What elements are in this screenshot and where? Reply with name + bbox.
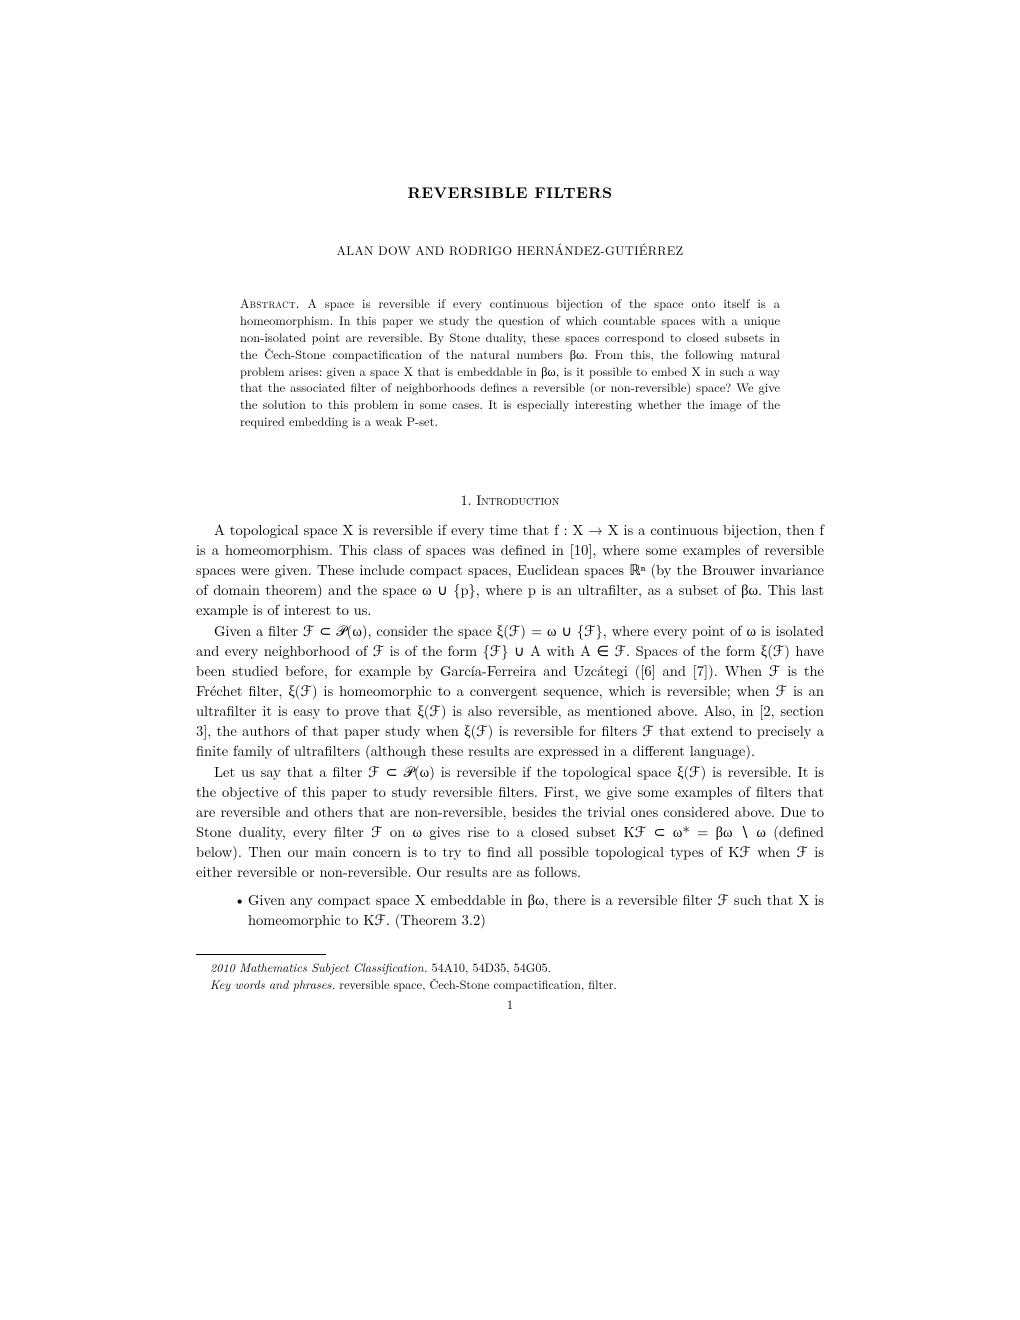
footnote-keywords: Key words and phrases. reversible space,… xyxy=(196,976,824,992)
bullet-list: • Given any compact space X embeddable i… xyxy=(234,890,824,930)
page-container: REVERSIBLE FILTERS ALAN DOW AND RODRIGO … xyxy=(0,0,1020,1320)
paragraph-2: Given a filter ℱ ⊂ 𝒫(ω), consider the sp… xyxy=(196,621,824,761)
footnote-msc: 2010 Mathematics Subject Classification.… xyxy=(196,959,824,975)
section-heading: 1. Introduction xyxy=(196,490,824,510)
section-title: Introduction xyxy=(476,490,559,510)
page-number: 1 xyxy=(196,995,824,1013)
footnote-kw-text: reversible space, Čech-Stone compactific… xyxy=(335,975,617,993)
footnotes: 2010 Mathematics Subject Classification.… xyxy=(196,959,824,993)
abstract-text: A space is reversible if every continuou… xyxy=(240,294,780,430)
paragraph-1: A topological space X is reversible if e… xyxy=(196,520,824,620)
footnote-msc-label: 2010 Mathematics Subject Classification. xyxy=(210,958,427,976)
abstract-label: Abstract. xyxy=(240,294,300,312)
bullet-mark: • xyxy=(234,890,248,930)
section-number: 1. xyxy=(461,490,472,510)
paper-title: REVERSIBLE FILTERS xyxy=(196,180,824,203)
footnote-rule xyxy=(196,954,326,955)
paragraph-3: Let us say that a filter ℱ ⊂ 𝒫(ω) is rev… xyxy=(196,762,824,882)
body-text: A topological space X is reversible if e… xyxy=(196,520,824,930)
bullet-item: • Given any compact space X embeddable i… xyxy=(234,890,824,930)
paper-authors: ALAN DOW AND RODRIGO HERNÁNDEZ-GUTIÉRREZ xyxy=(196,241,824,259)
bullet-content: Given any compact space X embeddable in … xyxy=(248,890,824,930)
abstract-block: Abstract. A space is reversible if every… xyxy=(196,295,824,430)
footnote-msc-text: 54A10, 54D35, 54G05. xyxy=(427,958,550,976)
footnote-kw-label: Key words and phrases. xyxy=(210,975,335,993)
